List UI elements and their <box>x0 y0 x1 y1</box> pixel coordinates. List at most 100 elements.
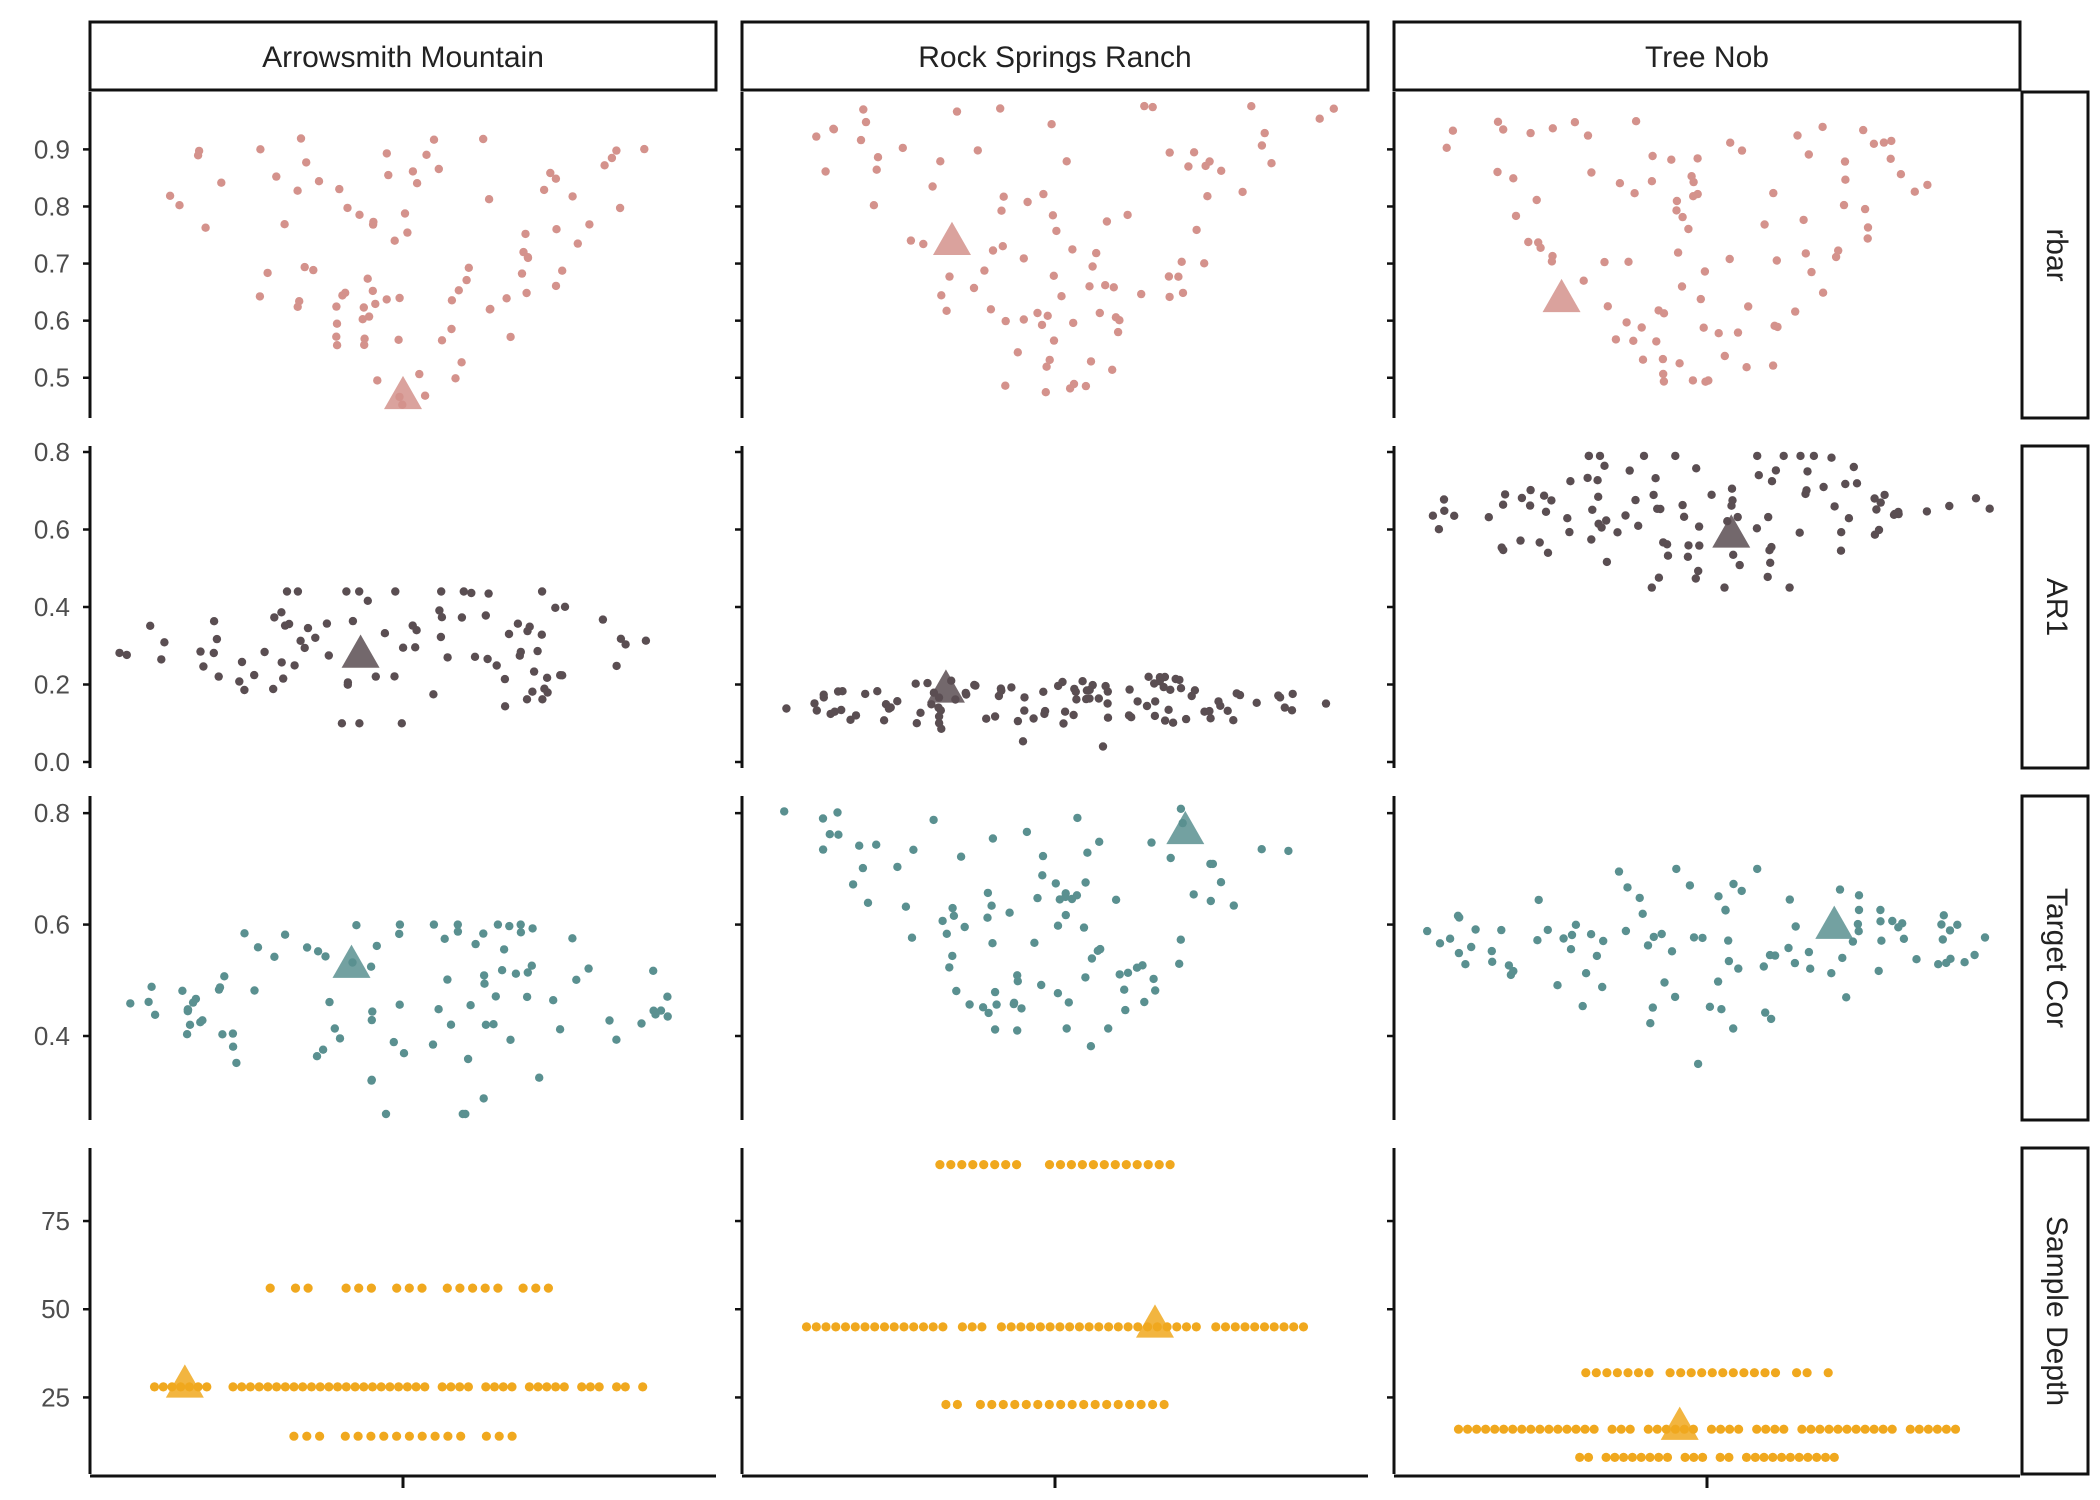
data-point <box>497 966 507 975</box>
data-point <box>957 1322 968 1332</box>
data-point <box>467 588 476 598</box>
data-point <box>1672 196 1682 206</box>
data-point <box>872 840 881 849</box>
data-point <box>498 1382 508 1392</box>
data-point <box>1060 707 1070 716</box>
data-point <box>1049 271 1059 280</box>
mean-triangle <box>384 375 422 410</box>
data-point <box>489 1382 500 1392</box>
data-point <box>1095 308 1105 318</box>
data-point <box>1863 234 1872 243</box>
row-strip <box>2020 1146 2090 1476</box>
data-point <box>928 1322 938 1332</box>
data-point <box>237 657 247 667</box>
data-point <box>1870 530 1880 539</box>
data-point <box>977 1322 987 1332</box>
data-point <box>250 986 259 995</box>
data-point <box>237 1382 247 1392</box>
data-point <box>312 1052 322 1061</box>
data-point <box>1696 294 1706 304</box>
data-point <box>1671 451 1680 461</box>
data-point <box>1770 1424 1780 1434</box>
data-point <box>1525 501 1535 510</box>
data-point <box>442 1283 452 1293</box>
data-point <box>1797 1424 1807 1434</box>
data-point <box>306 1382 317 1392</box>
data-point <box>296 636 305 645</box>
data-point <box>1570 118 1580 127</box>
data-point <box>1041 388 1051 397</box>
data-point <box>1086 357 1096 366</box>
data-point <box>408 167 418 176</box>
data-point <box>1454 948 1464 958</box>
data-point <box>1631 117 1641 126</box>
data-point <box>500 702 510 711</box>
data-point <box>1535 1424 1545 1434</box>
data-point <box>1440 506 1449 515</box>
data-point <box>359 1382 369 1392</box>
data-point <box>394 1382 404 1392</box>
data-point <box>1151 986 1160 995</box>
data-point <box>946 1160 956 1170</box>
data-point <box>663 1012 672 1021</box>
data-point <box>1672 206 1681 215</box>
data-point <box>1101 681 1110 691</box>
data-point <box>392 1431 402 1441</box>
data-point <box>507 1382 517 1392</box>
data-point <box>1676 1368 1686 1378</box>
data-point <box>615 203 625 213</box>
data-point <box>481 611 490 620</box>
data-point <box>165 191 175 200</box>
data-point <box>429 920 439 929</box>
data-point <box>837 705 846 715</box>
data-point <box>990 987 1000 997</box>
data-point <box>1667 155 1676 164</box>
data-point <box>1181 714 1191 724</box>
data-point <box>1823 1368 1833 1378</box>
data-point <box>436 632 446 642</box>
y-tick-label: 0.6 <box>34 515 70 545</box>
data-point <box>952 1399 963 1410</box>
data-point <box>1638 355 1648 364</box>
data-point <box>464 263 473 272</box>
data-point <box>524 1382 535 1392</box>
data-point <box>952 986 961 996</box>
data-point <box>1752 1424 1762 1434</box>
data-point <box>506 1035 515 1045</box>
data-point <box>1741 1452 1752 1462</box>
data-point <box>1066 1160 1076 1170</box>
data-point <box>543 1283 554 1293</box>
data-point <box>1588 505 1597 514</box>
data-point <box>1838 953 1847 963</box>
data-point <box>1013 971 1022 980</box>
data-point <box>1691 574 1701 583</box>
data-point <box>1490 1424 1500 1434</box>
data-point <box>269 684 278 694</box>
data-point <box>443 975 452 984</box>
data-point <box>572 975 581 984</box>
data-point <box>1716 1424 1726 1434</box>
panel-points <box>115 587 651 728</box>
data-point <box>1020 706 1029 715</box>
data-point <box>527 961 536 970</box>
data-point <box>1045 355 1054 365</box>
data-point <box>1547 496 1556 505</box>
data-point <box>437 336 447 345</box>
data-point <box>1610 1452 1620 1462</box>
data-point <box>1023 197 1032 207</box>
data-point <box>160 638 169 647</box>
data-point <box>1689 933 1699 942</box>
data-point <box>1694 522 1704 531</box>
data-point <box>1580 1424 1590 1434</box>
data-point <box>893 697 902 706</box>
data-point <box>1087 954 1097 963</box>
data-point <box>1934 960 1943 969</box>
data-point <box>869 201 879 210</box>
data-point <box>1625 1424 1635 1434</box>
data-point <box>1151 697 1160 706</box>
data-point <box>1831 252 1841 262</box>
data-point <box>493 920 503 929</box>
data-point <box>1288 689 1297 699</box>
data-point <box>428 1040 438 1049</box>
data-point <box>1680 1452 1690 1462</box>
